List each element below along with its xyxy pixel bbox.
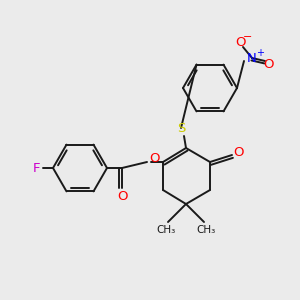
Text: −: − xyxy=(243,32,253,42)
Text: O: O xyxy=(234,146,244,158)
Text: O: O xyxy=(117,190,127,202)
Text: CH₃: CH₃ xyxy=(196,225,216,235)
Text: S: S xyxy=(177,122,185,134)
Text: CH₃: CH₃ xyxy=(156,225,176,235)
Text: O: O xyxy=(235,35,245,49)
Text: O: O xyxy=(149,152,159,164)
Text: +: + xyxy=(256,48,264,58)
Text: F: F xyxy=(32,161,40,175)
Text: O: O xyxy=(263,58,273,70)
Text: N: N xyxy=(247,52,257,64)
